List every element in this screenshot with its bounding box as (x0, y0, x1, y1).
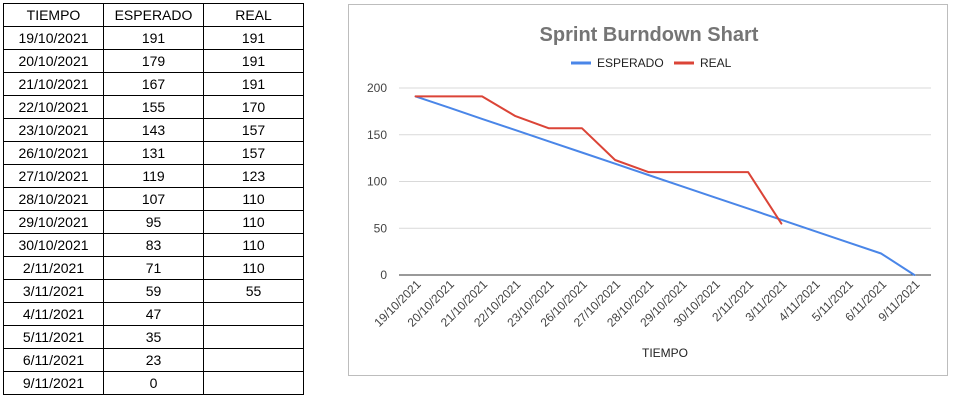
cell-esperado[interactable]: 107 (103, 187, 204, 211)
cell-esperado[interactable]: 119 (103, 164, 204, 188)
cell-real[interactable]: 110 (203, 256, 304, 280)
cell-tiempo[interactable]: 19/10/2021 (3, 26, 104, 50)
table-row: 23/10/2021 143 157 (3, 118, 304, 142)
column-header-tiempo[interactable]: TIEMPO (3, 3, 104, 27)
cell-real[interactable]: 55 (203, 279, 304, 303)
table-row: 20/10/2021 179 191 (3, 49, 304, 73)
cell-esperado[interactable]: 35 (103, 325, 204, 349)
table-row: 5/11/2021 35 (3, 325, 304, 349)
y-tick-label: 0 (380, 268, 387, 282)
cell-real[interactable]: 191 (203, 26, 304, 50)
column-header-esperado[interactable]: ESPERADO (103, 3, 204, 27)
cell-tiempo[interactable]: 3/11/2021 (3, 279, 104, 303)
table-row: 29/10/2021 95 110 (3, 210, 304, 234)
cell-real[interactable]: 157 (203, 118, 304, 142)
table-row: 28/10/2021 107 110 (3, 187, 304, 211)
y-tick-label: 150 (367, 128, 387, 142)
cell-esperado[interactable]: 155 (103, 95, 204, 119)
table-row: 26/10/2021 131 157 (3, 141, 304, 165)
cell-real[interactable]: 110 (203, 187, 304, 211)
cell-esperado[interactable]: 131 (103, 141, 204, 165)
cell-esperado[interactable]: 179 (103, 49, 204, 73)
series-line-esperado (414, 95, 916, 276)
series-line-real (414, 95, 783, 225)
column-header-real[interactable]: REAL (203, 3, 304, 27)
table-row: 9/11/2021 0 (3, 371, 304, 395)
data-table: TIEMPO ESPERADO REAL 19/10/2021 191 191 20/… (3, 3, 304, 395)
cell-real[interactable] (203, 348, 304, 372)
cell-tiempo[interactable]: 23/10/2021 (3, 118, 104, 142)
cell-tiempo[interactable]: 6/11/2021 (3, 348, 104, 372)
cell-real[interactable] (203, 371, 304, 395)
table-row: 2/11/2021 71 110 (3, 256, 304, 280)
cell-esperado[interactable]: 191 (103, 26, 204, 50)
cell-tiempo[interactable]: 22/10/2021 (3, 95, 104, 119)
cell-real[interactable] (203, 302, 304, 326)
cell-esperado[interactable]: 143 (103, 118, 204, 142)
cell-real[interactable]: 110 (203, 210, 304, 234)
legend-label-real: REAL (700, 56, 732, 70)
cell-esperado[interactable]: 167 (103, 72, 204, 96)
cell-real[interactable]: 157 (203, 141, 304, 165)
cell-real[interactable]: 170 (203, 95, 304, 119)
cell-esperado[interactable]: 83 (103, 233, 204, 257)
table-row: 21/10/2021 167 191 (3, 72, 304, 96)
table-body: 19/10/2021 191 191 20/10/2021 179 191 21/10/20… (3, 26, 304, 395)
cell-tiempo[interactable]: 26/10/2021 (3, 141, 104, 165)
table-row: 3/11/2021 59 55 (3, 279, 304, 303)
cell-real[interactable] (203, 325, 304, 349)
cell-tiempo[interactable]: 4/11/2021 (3, 302, 104, 326)
cell-tiempo[interactable]: 9/11/2021 (3, 371, 104, 395)
chart-panel[interactable]: Sprint Burndown Shart ESPERADO REAL 0 50 100 1… (348, 4, 948, 376)
table-row: 19/10/2021 191 191 (3, 26, 304, 50)
cell-tiempo[interactable]: 20/10/2021 (3, 49, 104, 73)
cell-esperado[interactable]: 0 (103, 371, 204, 395)
table-header-row: TIEMPO ESPERADO REAL (3, 3, 304, 27)
cell-tiempo[interactable]: 21/10/2021 (3, 72, 104, 96)
burndown-chart: Sprint Burndown Shart ESPERADO REAL 0 50 100 1… (367, 24, 931, 360)
cell-tiempo[interactable]: 28/10/2021 (3, 187, 104, 211)
cell-esperado[interactable]: 23 (103, 348, 204, 372)
cell-tiempo[interactable]: 29/10/2021 (3, 210, 104, 234)
y-tick-label: 200 (367, 81, 387, 95)
cell-esperado[interactable]: 71 (103, 256, 204, 280)
table-row: 6/11/2021 23 (3, 348, 304, 372)
y-tick-label: 50 (374, 221, 388, 235)
table-row: 30/10/2021 83 110 (3, 233, 304, 257)
chart-title: Sprint Burndown Shart (540, 24, 759, 46)
legend-label-esperado: ESPERADO (597, 56, 664, 70)
cell-real[interactable]: 191 (203, 49, 304, 73)
table-row: 4/11/2021 47 (3, 302, 304, 326)
table-row: 22/10/2021 155 170 (3, 95, 304, 119)
cell-real[interactable]: 123 (203, 164, 304, 188)
cell-real[interactable]: 110 (203, 233, 304, 257)
cell-esperado[interactable]: 59 (103, 279, 204, 303)
table-row: 27/10/2021 119 123 (3, 164, 304, 188)
cell-esperado[interactable]: 95 (103, 210, 204, 234)
cell-esperado[interactable]: 47 (103, 302, 204, 326)
x-axis-title: TIEMPO (642, 346, 688, 360)
cell-real[interactable]: 191 (203, 72, 304, 96)
y-tick-label: 100 (367, 175, 387, 189)
cell-tiempo[interactable]: 30/10/2021 (3, 233, 104, 257)
cell-tiempo[interactable]: 2/11/2021 (3, 256, 104, 280)
cell-tiempo[interactable]: 27/10/2021 (3, 164, 104, 188)
cell-tiempo[interactable]: 5/11/2021 (3, 325, 104, 349)
